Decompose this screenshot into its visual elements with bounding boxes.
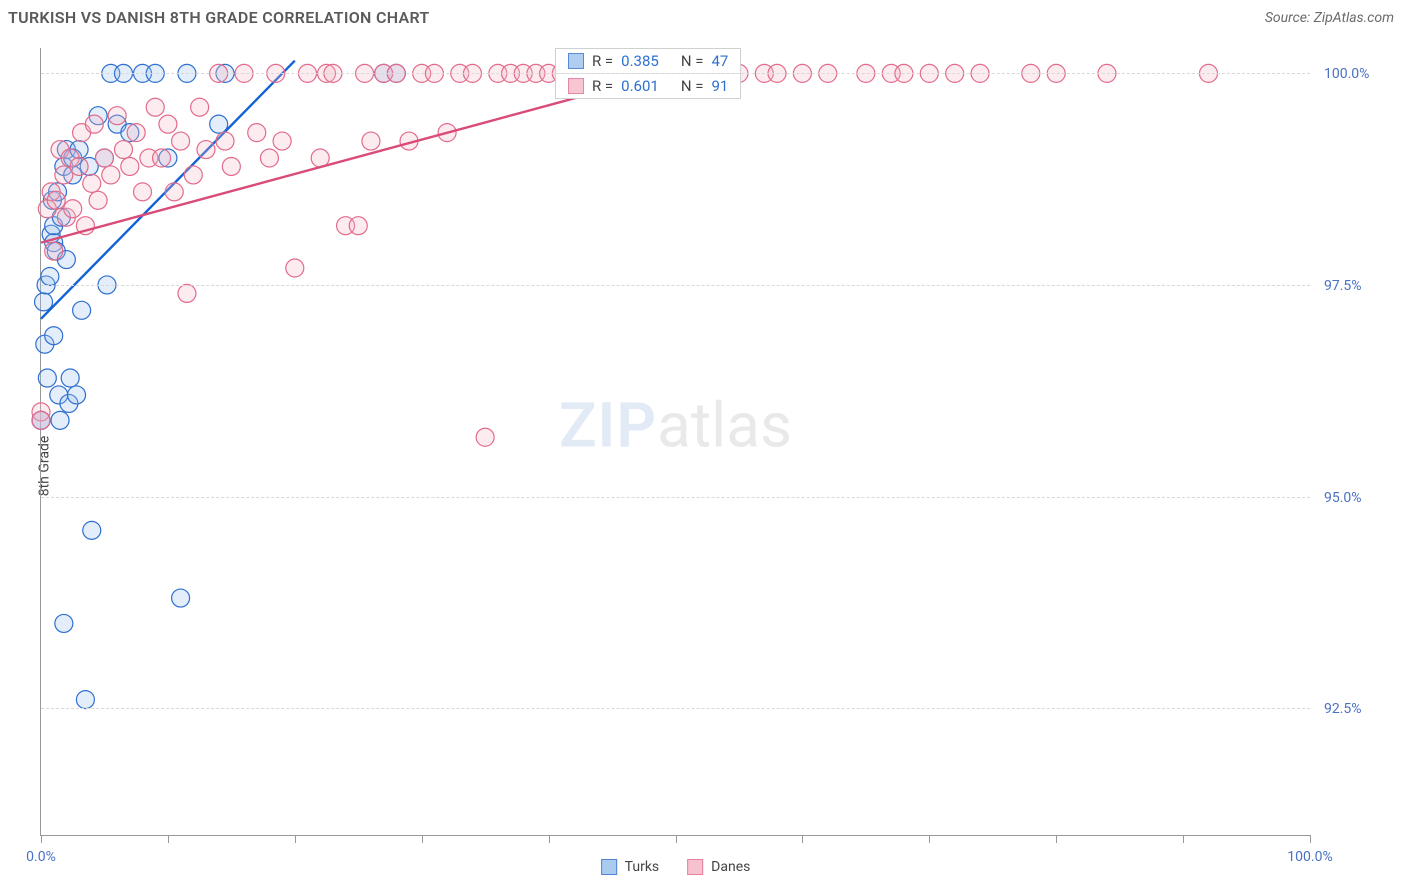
scatter-point-danes <box>127 124 145 142</box>
scatter-point-danes <box>197 141 215 159</box>
gridline-h: 92.5% <box>41 708 1310 709</box>
scatter-point-danes <box>260 149 278 167</box>
legend-swatch-turks <box>601 859 617 875</box>
x-tick-label: 100.0% <box>1287 849 1332 865</box>
scatter-svg-layer <box>41 48 1310 835</box>
scatter-point-danes <box>83 174 101 192</box>
scatter-point-danes <box>172 132 190 150</box>
x-tick <box>549 835 550 843</box>
legend-item-turks[interactable]: Turks <box>601 859 660 875</box>
chart-header: TURKISH VS DANISH 8TH GRADE CORRELATION … <box>0 0 1406 31</box>
x-tick <box>295 835 296 843</box>
y-tick-label: 100.0% <box>1324 66 1369 82</box>
swatch-turks <box>568 53 584 69</box>
scatter-point-turks <box>41 267 59 285</box>
scatter-point-danes <box>216 132 234 150</box>
stats-R-value-danes: 0.601 <box>621 77 659 95</box>
scatter-point-danes <box>70 157 88 175</box>
stats-R-label: R = <box>592 77 613 95</box>
scatter-point-turks <box>73 301 91 319</box>
scatter-point-turks <box>51 411 69 429</box>
x-tick <box>929 835 930 843</box>
x-tick <box>422 835 423 843</box>
scatter-point-danes <box>159 115 177 133</box>
scatter-point-danes <box>108 107 126 125</box>
scatter-point-danes <box>47 191 65 209</box>
x-tick <box>1056 835 1057 843</box>
gridline-h: 100.0% <box>41 73 1310 74</box>
scatter-point-turks <box>55 614 73 632</box>
stats-R-label: R = <box>592 52 613 70</box>
scatter-point-danes <box>362 132 380 150</box>
scatter-point-turks <box>61 369 79 387</box>
legend-label-turks: Turks <box>625 859 660 875</box>
stats-N-label: N = <box>681 77 704 95</box>
scatter-point-danes <box>191 98 209 116</box>
scatter-point-danes <box>184 166 202 184</box>
stats-row-turks: R = 0.385 N = 47 <box>556 49 740 73</box>
chart-title: TURKISH VS DANISH 8TH GRADE CORRELATION … <box>8 8 430 27</box>
plot-region: ZIPatlas R =0.385N =47R =0.601N =91 Turk… <box>40 48 1310 836</box>
scatter-point-turks <box>172 589 190 607</box>
source-name: ZipAtlas.com <box>1314 10 1394 26</box>
scatter-point-danes <box>134 183 152 201</box>
scatter-point-danes <box>121 157 139 175</box>
scatter-point-danes <box>64 200 82 218</box>
x-tick <box>168 835 169 843</box>
scatter-point-danes <box>165 183 183 201</box>
scatter-point-danes <box>85 115 103 133</box>
chart-area: 8th Grade ZIPatlas R =0.385N =47R =0.601… <box>0 40 1406 892</box>
stats-N-value-turks: 47 <box>711 52 728 70</box>
gridline-h: 97.5% <box>41 285 1310 286</box>
scatter-point-danes <box>273 132 291 150</box>
scatter-point-turks <box>68 386 86 404</box>
scatter-point-danes <box>286 259 304 277</box>
scatter-point-turks <box>83 521 101 539</box>
legend-item-danes[interactable]: Danes <box>687 859 750 875</box>
x-tick <box>1183 835 1184 843</box>
scatter-point-danes <box>476 428 494 446</box>
scatter-point-danes <box>114 141 132 159</box>
scatter-point-danes <box>349 217 367 235</box>
scatter-point-danes <box>32 411 50 429</box>
source-attribution: Source: ZipAtlas.com <box>1265 10 1394 26</box>
legend-label-danes: Danes <box>711 859 750 875</box>
y-tick-label: 95.0% <box>1324 490 1362 506</box>
x-tick <box>41 835 42 843</box>
scatter-point-danes <box>89 191 107 209</box>
scatter-point-danes <box>178 284 196 302</box>
scatter-point-danes <box>146 98 164 116</box>
series-legend: Turks Danes <box>601 859 751 875</box>
scatter-point-turks <box>38 369 56 387</box>
scatter-point-danes <box>102 166 120 184</box>
x-tick <box>1310 835 1311 843</box>
y-tick-label: 92.5% <box>1324 701 1362 717</box>
swatch-danes <box>568 78 584 94</box>
x-tick <box>802 835 803 843</box>
scatter-point-turks <box>76 691 94 709</box>
scatter-point-turks <box>45 327 63 345</box>
legend-swatch-danes <box>687 859 703 875</box>
scatter-point-danes <box>222 157 240 175</box>
x-tick-label: 0.0% <box>26 849 56 865</box>
stats-row-danes: R = 0.601 N = 91 <box>556 73 740 98</box>
scatter-point-danes <box>95 149 113 167</box>
stats-R-value-turks: 0.385 <box>621 52 659 70</box>
scatter-point-danes <box>153 149 171 167</box>
y-tick-label: 97.5% <box>1324 278 1362 294</box>
stats-N-label: N = <box>681 52 704 70</box>
x-tick <box>676 835 677 843</box>
stats-N-value-danes: 91 <box>711 77 728 95</box>
scatter-point-danes <box>248 124 266 142</box>
source-prefix: Source: <box>1265 10 1314 26</box>
scatter-point-danes <box>45 242 63 260</box>
gridline-h: 95.0% <box>41 497 1310 498</box>
